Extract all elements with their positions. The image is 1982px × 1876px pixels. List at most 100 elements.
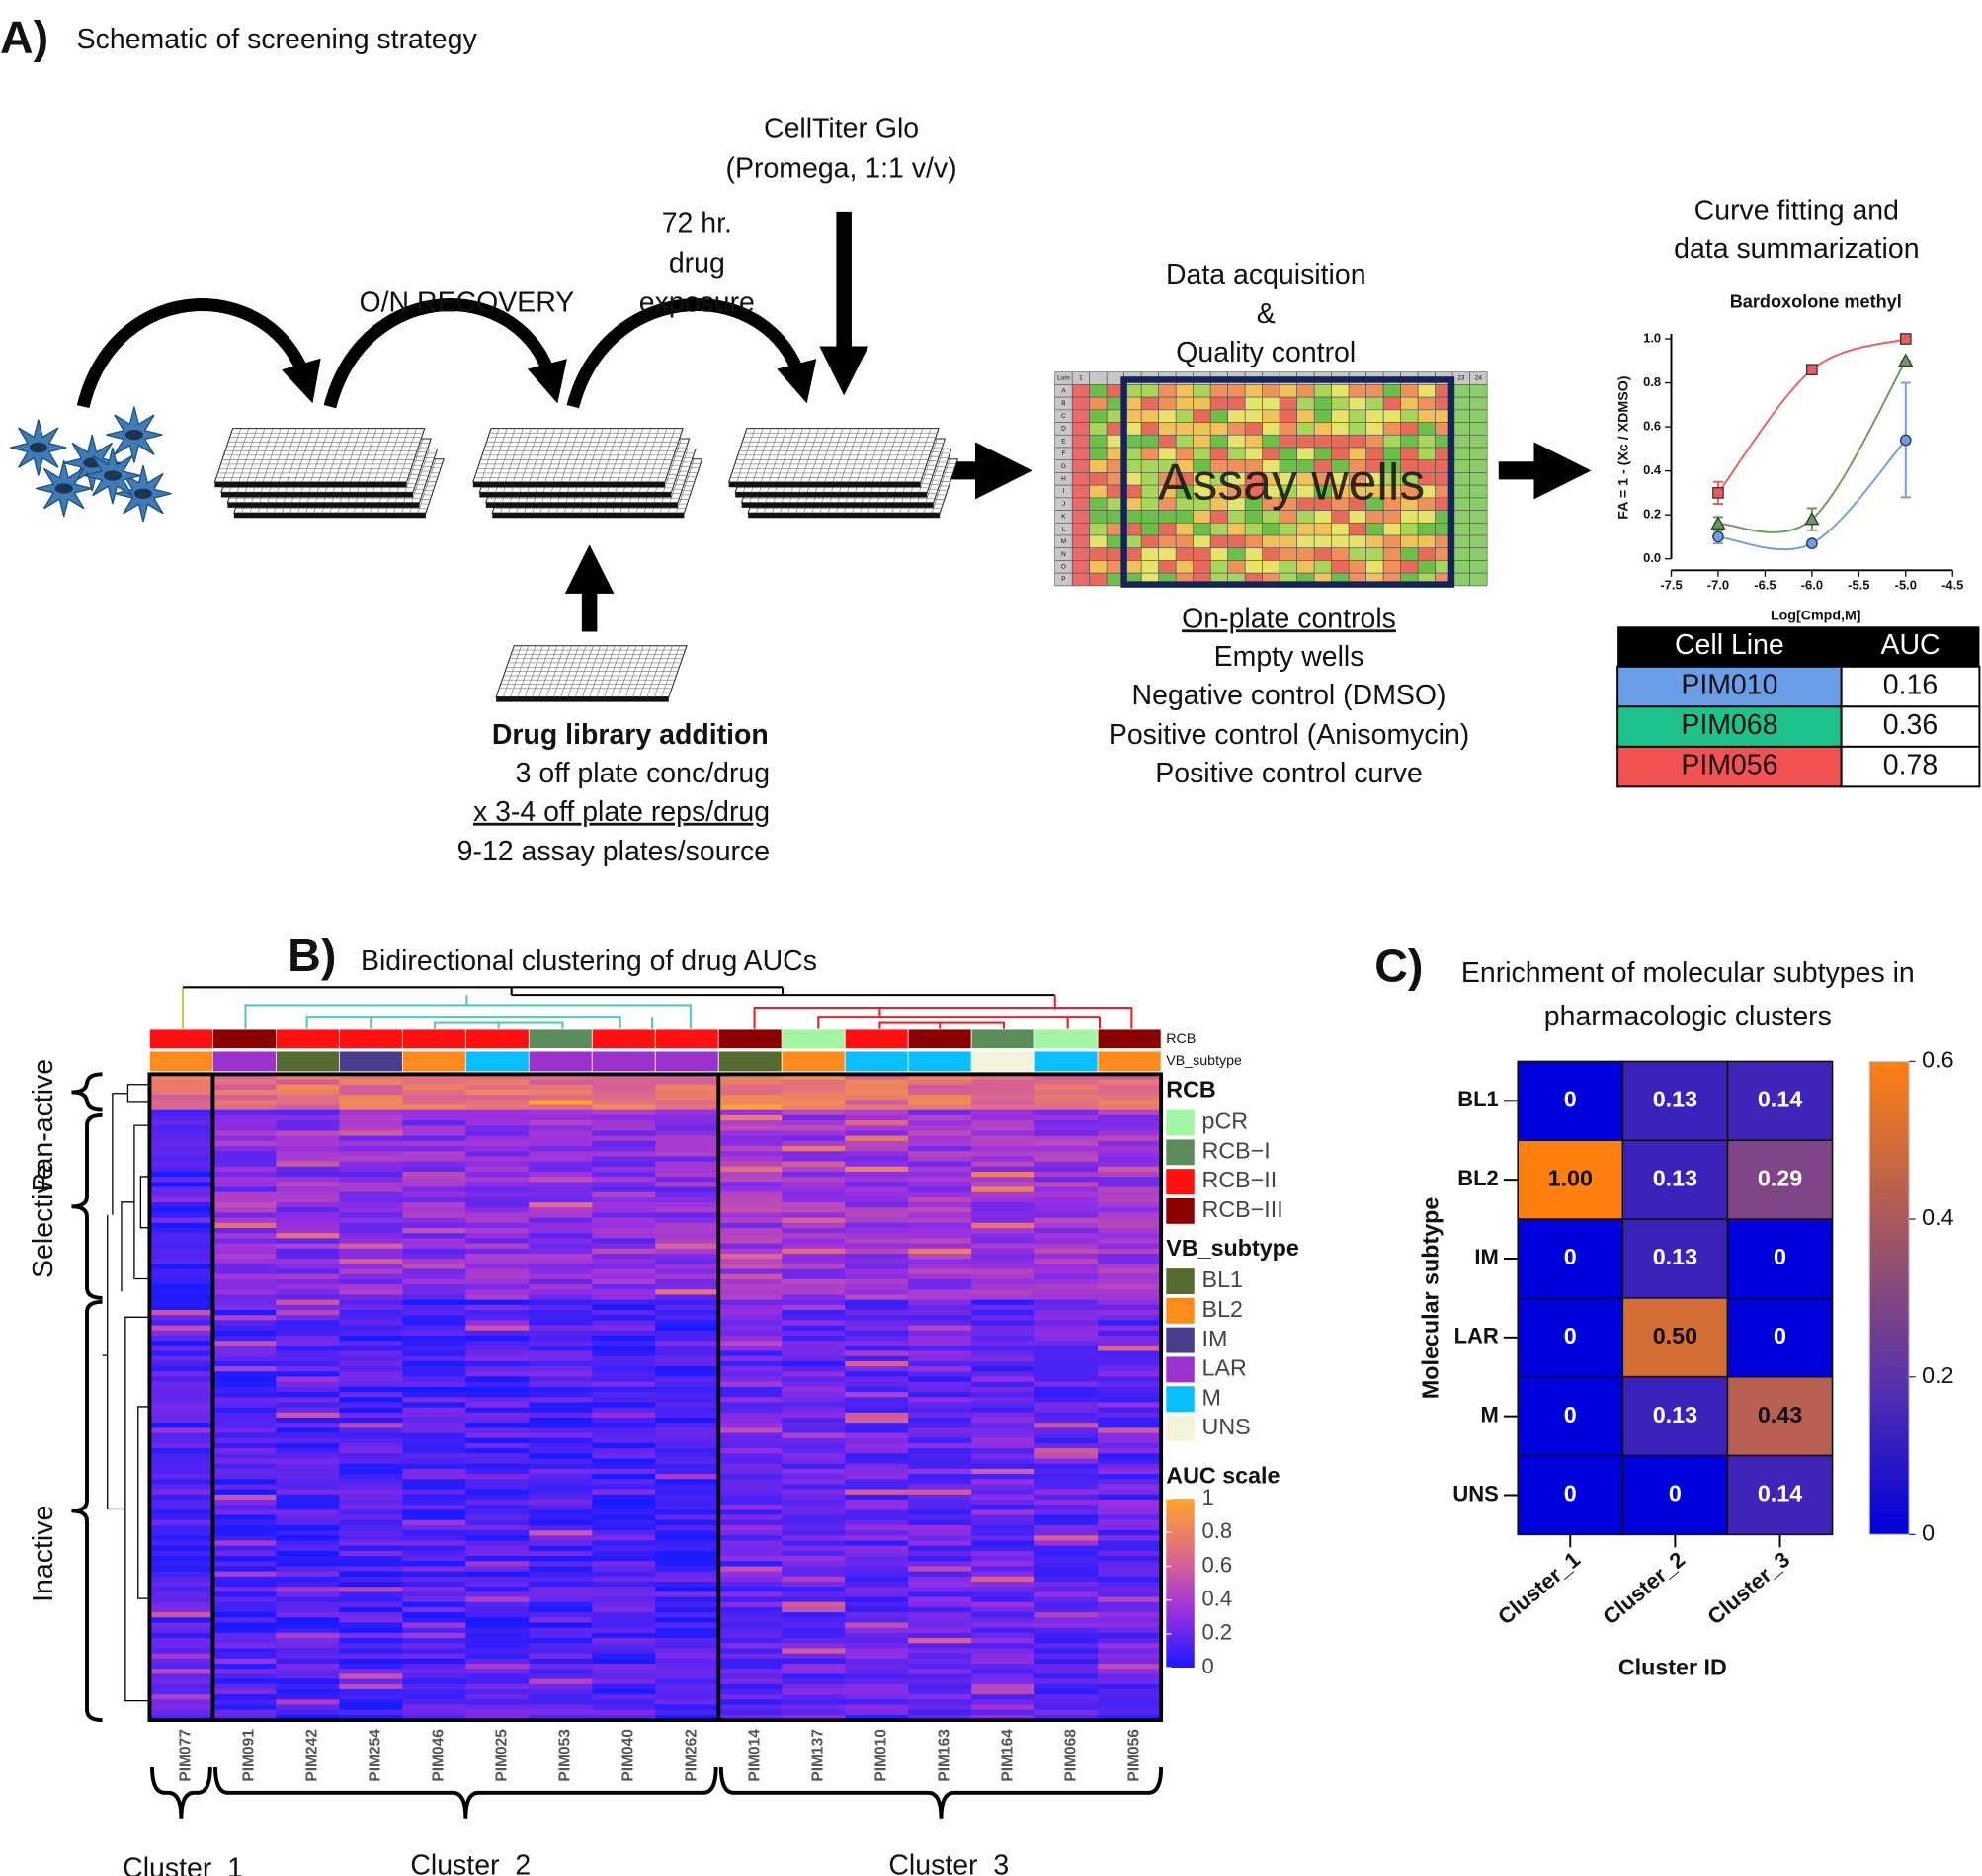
heatmap-texture [971,1571,1035,1578]
heatmap-texture [1098,1448,1162,1454]
heatmap-texture [971,1540,1035,1547]
heatmap-texture [529,1125,593,1131]
heatmap-texture [845,1095,909,1101]
well [1071,534,1091,549]
heatmap-texture [782,1417,846,1424]
heatmap-texture [782,1709,846,1716]
heatmap-texture [402,1310,466,1316]
heatmap-texture [276,1104,340,1111]
heatmap-texture [592,1325,656,1332]
heatmap-texture [276,1694,340,1700]
heatmap-texture [908,1100,972,1105]
vb-annotation [338,1050,403,1073]
heatmap-texture [655,1423,719,1428]
heatmap-texture [782,1509,846,1515]
heatmap-texture [402,1233,466,1239]
heatmap-texture [212,1709,277,1716]
cluster-brace [718,1766,1164,1819]
well [1140,422,1160,436]
well [1400,409,1419,423]
heatmap-texture [592,1079,656,1086]
heatmap-texture [212,1591,277,1597]
heatmap-texture [529,1130,593,1137]
heatmap-texture [212,1423,277,1428]
heatmap-texture [718,1524,783,1531]
plate-row-label: Lum [1057,375,1070,382]
heatmap-texture [782,1591,846,1597]
heatmap-texture [1034,1186,1099,1193]
heatmap-texture [845,1561,909,1567]
heatmap-texture [276,1310,340,1316]
heatmap-texture [718,1278,783,1285]
heatmap-texture [529,1304,593,1311]
heatmap-texture [971,1182,1035,1187]
heatmap-texture [1034,1561,1099,1567]
heatmap-texture [1098,1417,1162,1424]
heatmap-texture [1098,1709,1162,1716]
heatmap-texture [276,1171,340,1178]
heatmap-texture [908,1243,972,1250]
well [1469,510,1488,524]
heatmap-texture [529,1437,593,1444]
heatmap-texture [908,1688,972,1695]
table-text: 0.36 [1883,709,1938,741]
heatmap-texture [276,1299,340,1306]
plate-grid [497,645,686,697]
heatmap-texture [908,1222,972,1229]
heatmap-texture [465,1514,530,1521]
well [1089,396,1108,411]
heatmap-texture [1098,1678,1162,1685]
heatmap-texture [655,1135,719,1142]
heatmap-texture [276,1432,340,1439]
plate-side [220,492,414,498]
heatmap-texture [276,1125,340,1131]
heatmap-texture [149,1392,213,1398]
heatmap-texture [1034,1253,1099,1260]
heatmap-texture [339,1509,403,1515]
heatmap-cell [1726,1139,1834,1220]
heatmap-texture [718,1177,783,1183]
heatmap-texture [402,1658,466,1665]
control-item: Negative control (DMSO) [1132,680,1446,711]
heatmap-texture [592,1617,656,1623]
heatmap-texture [908,1638,972,1644]
heatmap-cell [1517,1139,1624,1220]
well [1400,534,1419,549]
heatmap-texture [465,1320,530,1326]
well [1089,459,1108,473]
heatmap-texture [1098,1120,1162,1126]
heatmap-texture [971,1196,1035,1203]
heatmap-texture [465,1335,530,1342]
heatmap-texture [655,1709,719,1716]
heatmap-texture [1098,1653,1162,1660]
heatmap-texture [212,1259,277,1264]
plate-row-label: D [1061,426,1066,433]
heatmap-texture [845,1664,909,1670]
heatmap-texture [718,1079,783,1086]
heatmap-texture [592,1694,656,1700]
well [1071,409,1091,423]
legend-label: IM [1202,1326,1228,1351]
sample-label: PIM254 [368,1729,384,1782]
plate-row-label: L [1062,526,1066,532]
heatmap-texture [465,1545,530,1552]
heatmap-texture [1034,1617,1099,1623]
heatmap-texture [908,1489,972,1496]
heatmap-texture [845,1355,909,1362]
heatmap-texture [908,1346,972,1351]
heatmap-texture [276,1217,340,1224]
table-text: PIM068 [1681,709,1777,741]
heatmap-texture [845,1212,909,1219]
heatmap-texture [402,1366,466,1372]
heatmap-texture [149,1366,213,1372]
heatmap-texture [402,1587,466,1592]
heatmap-texture [529,1335,593,1342]
heatmap-texture [465,1673,530,1679]
heatmap-texture [908,1509,972,1515]
plate-side [728,482,921,488]
drug-heatmap: PIM077 PIM091 PIM242 PIM254 PIM046 PIM025 PIM0… [71,1028,1164,1819]
heatmap-texture [845,1627,909,1634]
heatmap-texture [655,1678,719,1685]
heatmap-texture [718,1196,783,1203]
heatmap-texture [1034,1100,1099,1105]
